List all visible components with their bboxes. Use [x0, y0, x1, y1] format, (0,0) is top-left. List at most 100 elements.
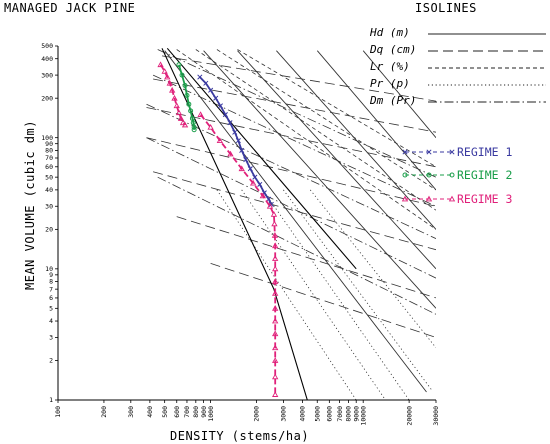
y-tick-label: 400	[41, 55, 53, 63]
y-tick-label: 40	[45, 186, 53, 194]
isoline-dashdot-0	[157, 49, 436, 178]
isoline-longdash-5	[176, 216, 436, 299]
series-point-0-15	[266, 196, 272, 202]
y-tick-label: 6	[49, 294, 53, 302]
isoline-longdash-0	[161, 55, 436, 102]
x-tick-label: 400	[146, 406, 154, 418]
x-tick-label: 100	[54, 406, 62, 418]
y-tick-label: 30	[45, 202, 53, 210]
series-point-2-3	[166, 79, 173, 86]
isoline-dashdot-1	[152, 74, 436, 207]
y-tick-label: 50	[45, 173, 53, 181]
series-point-0-13	[257, 181, 263, 187]
series-point-3-6	[259, 192, 267, 199]
y-tick-label: 20	[45, 226, 53, 234]
y-tick-label: 1	[49, 396, 53, 404]
series-point-0-16	[268, 201, 274, 207]
y-tick-label: 10	[45, 265, 53, 273]
isoline-solid-4	[316, 50, 436, 191]
y-tick-label: 7	[49, 285, 53, 293]
isoline-dashdot-3	[146, 137, 436, 279]
x-tick-label: 500	[161, 406, 169, 418]
series-point-3-12	[272, 255, 279, 261]
series-point-1-0	[176, 62, 182, 68]
legend-iso-label: Dq (cm)	[369, 43, 416, 56]
series-line-3	[199, 114, 277, 395]
series-point-1-9	[191, 127, 197, 133]
series-point-0-12	[252, 174, 258, 180]
isoline-dashdot-4	[157, 176, 436, 315]
series-point-0-10	[243, 157, 249, 163]
y-tick-label: 2	[49, 357, 53, 365]
isoline-shortdash-3	[237, 49, 436, 168]
series-line-2	[159, 64, 186, 126]
isoline-longdash-4	[152, 171, 436, 251]
y-tick-label: 200	[41, 94, 53, 102]
legend-iso-label: Lr (%)	[370, 60, 410, 73]
y-tick-label: 300	[41, 71, 53, 79]
x-tick-label: 200	[100, 406, 108, 418]
series-point-1-8	[191, 124, 197, 130]
series-point-1-1	[179, 72, 185, 78]
isoline-solid-5	[362, 50, 436, 138]
y-tick-label: 90	[45, 140, 53, 148]
series-point-2-6	[173, 102, 180, 109]
series-point-0-4	[217, 103, 223, 109]
x-tick-label: 4000	[299, 406, 307, 422]
legend-regime-marker	[425, 195, 433, 202]
isoline-shortdash-0	[176, 49, 436, 230]
series-point-2-10	[181, 121, 189, 128]
x-tick-label: 900	[200, 406, 208, 418]
series-point-2-7	[175, 109, 183, 116]
series-point-3-8	[270, 211, 278, 217]
isolines-group	[146, 49, 436, 400]
series-point-3-11	[272, 242, 279, 249]
isoline-dotted-4	[309, 189, 436, 349]
series-point-3-20	[272, 357, 279, 363]
series-point-3-13	[272, 265, 279, 272]
series-point-3-2	[216, 137, 224, 143]
x-tick-label: 30000	[432, 406, 440, 426]
x-tick-label: 3000	[280, 406, 288, 422]
isoline-longdash-1	[153, 78, 436, 133]
legend-regime-label: REGIME 2	[457, 168, 512, 182]
isoline-solid-2	[237, 50, 436, 270]
chart-title: MANAGED JACK PINE	[4, 1, 135, 15]
legend-regime-label: REGIME 1	[457, 145, 512, 159]
series-point-0-3	[213, 95, 219, 101]
series-point-2-2	[164, 73, 171, 80]
series-group	[157, 61, 279, 397]
x-tick-label: 600	[173, 406, 181, 418]
series-point-1-7	[190, 120, 196, 126]
x-tick-label: 9000	[352, 406, 360, 422]
x-tick-label: 300	[127, 406, 135, 418]
x-tick-label: 20000	[405, 406, 413, 426]
x-tick-label: 10000	[359, 406, 367, 426]
isolines-title: ISOLINES	[415, 1, 477, 15]
series-point-3-5	[249, 179, 257, 186]
series-point-0-5	[222, 112, 228, 118]
y-tick-label: 3	[49, 334, 53, 342]
boundary-lines	[161, 47, 357, 400]
isoline-longdash-3	[146, 137, 436, 207]
legend-regime-marker	[448, 195, 456, 202]
series-point-0-8	[235, 138, 241, 144]
isoline-longdash-6	[210, 263, 436, 338]
isoline-shortdash-1	[195, 49, 436, 211]
x-tick-label: 8000	[345, 406, 353, 422]
isoline-dotted-1	[241, 189, 386, 400]
series-point-3-4	[238, 165, 245, 172]
series-point-0-1	[203, 80, 209, 86]
y-tick-label: 5	[49, 305, 53, 313]
y-tick-label: 4	[49, 317, 53, 325]
series-point-0-7	[232, 129, 238, 135]
boundary-line-1	[166, 47, 357, 270]
boundary-line-0	[161, 48, 308, 400]
x-tick-label: 5000	[313, 406, 321, 422]
series-point-1-4	[186, 101, 192, 107]
legend-regime-marker	[402, 172, 408, 178]
series-point-2-1	[161, 68, 168, 74]
series-point-3-22	[272, 391, 279, 397]
series-point-2-4	[169, 86, 176, 93]
